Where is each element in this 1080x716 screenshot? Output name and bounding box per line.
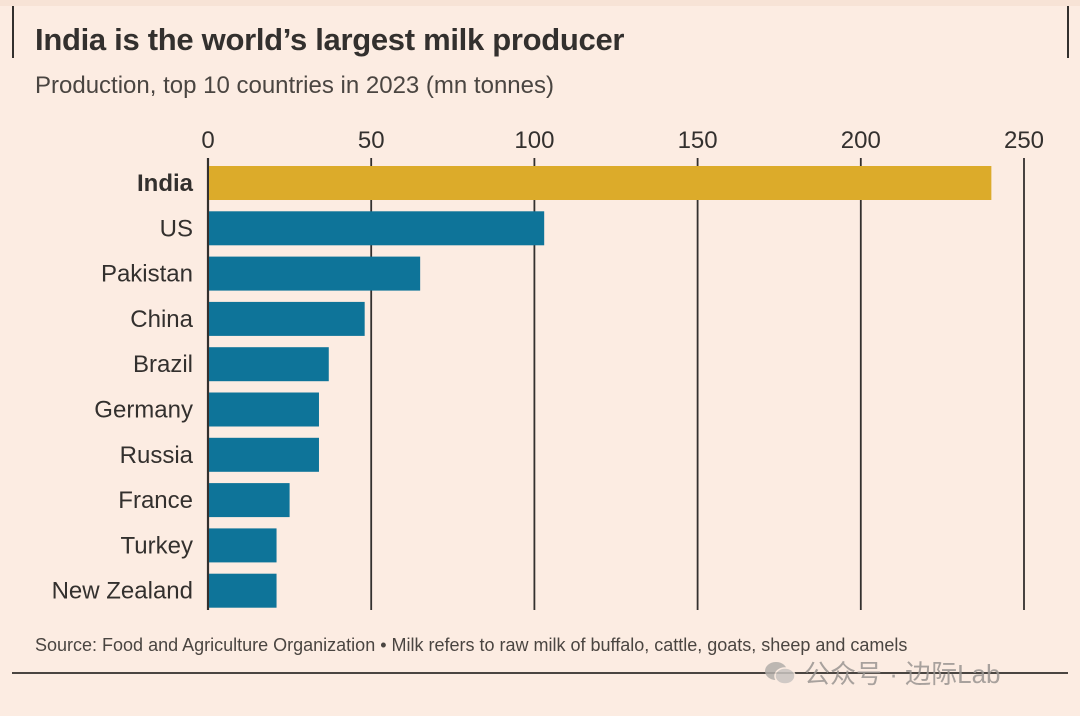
- category-label: Turkey: [121, 532, 193, 559]
- bar-india: [209, 166, 992, 200]
- chart-subtitle: Production, top 10 countries in 2023 (mn…: [35, 72, 554, 99]
- bar-brazil: [209, 347, 329, 382]
- frame-left-tick: [12, 6, 14, 58]
- bar-turkey: [209, 528, 277, 563]
- category-label: Pakistan: [101, 261, 193, 288]
- category-label: US: [160, 215, 193, 242]
- bar-chart: 0 50 100 150 200 250 India US Pakistan China Brazi…: [52, 127, 1044, 610]
- category-label: China: [130, 306, 193, 333]
- source-note: Source: Food and Agriculture Organizatio…: [35, 635, 908, 655]
- bar-russia: [209, 437, 319, 472]
- category-label: Germany: [94, 397, 193, 424]
- x-tick-label: 50: [358, 127, 385, 154]
- watermark-text: 公众号 · 边际Lab: [804, 659, 1001, 689]
- x-tick-label: 200: [841, 127, 881, 154]
- bottom-rule: [12, 672, 1068, 674]
- chart-title: India is the world’s largest milk produc…: [35, 22, 625, 57]
- bar-us: [209, 211, 545, 246]
- category-label: Brazil: [133, 351, 193, 378]
- x-tick-label: 150: [678, 127, 718, 154]
- x-tick-label: 100: [514, 127, 554, 154]
- bar-china: [209, 301, 365, 336]
- top-band: [0, 0, 1080, 6]
- x-tick-label: 0: [201, 127, 214, 154]
- watermark: 公众号 · 边际Lab: [764, 654, 1001, 691]
- bar-germany: [209, 392, 319, 427]
- bar-new-zealand: [209, 573, 277, 608]
- category-label: New Zealand: [52, 578, 193, 605]
- frame-right-tick: [1067, 6, 1069, 58]
- x-tick-label: 250: [1004, 127, 1044, 154]
- category-label: Russia: [120, 442, 194, 469]
- wechat-icon: [764, 660, 796, 686]
- bar-pakistan: [209, 256, 421, 291]
- bar-france: [209, 483, 290, 518]
- category-label: France: [118, 487, 193, 514]
- category-label: India: [137, 170, 194, 197]
